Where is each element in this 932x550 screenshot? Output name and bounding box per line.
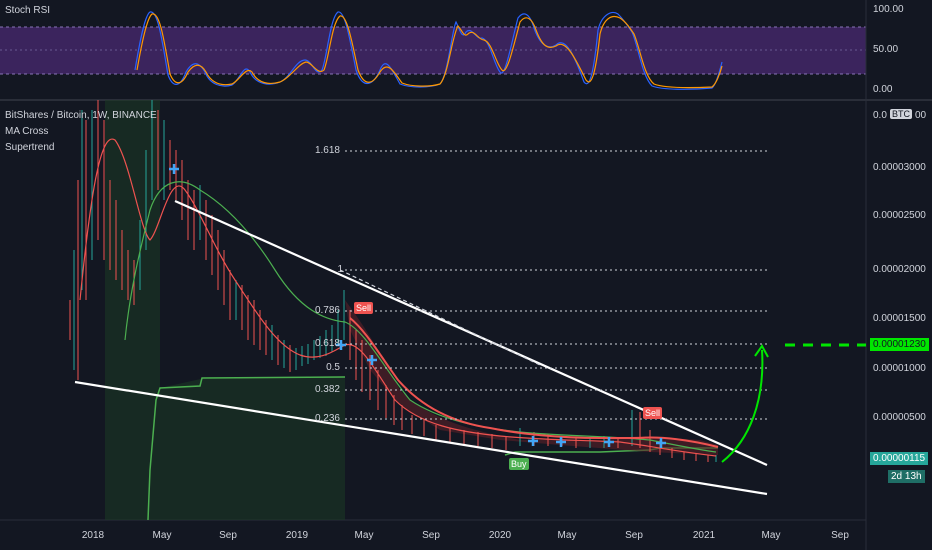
time-label-sep-2018: Sep	[219, 530, 237, 541]
price-axis-top-right: 00	[915, 110, 927, 121]
time-label-sep-2020: Sep	[625, 530, 643, 541]
fib-label-1618: 1.618	[314, 145, 340, 156]
ma-fast-line	[79, 138, 717, 457]
price-label-25: 0.00002500	[873, 210, 926, 221]
price-label-15: 0.00001500	[873, 313, 926, 324]
fib-label-0236: 0.236	[314, 413, 340, 424]
wedge-upper-trendline[interactable]	[174, 199, 768, 467]
projection-arrow	[721, 349, 764, 463]
bar-countdown: 2d 13h	[888, 470, 925, 483]
time-label-may-2020: May	[557, 530, 577, 541]
time-label-may-2019: May	[354, 530, 374, 541]
price-label-10: 0.00001000	[873, 363, 926, 374]
fib-label-1: 1	[337, 264, 343, 275]
time-label-2020: 2020	[488, 530, 512, 541]
fib-label-05: 0.5	[326, 362, 340, 373]
price-label-05: 0.00000500	[873, 412, 926, 423]
supertrend-line-upper	[147, 376, 346, 521]
supertrend-red-area	[345, 300, 718, 455]
fib-trend-line	[339, 269, 541, 366]
indicator-ma-cross[interactable]: MA Cross	[5, 126, 49, 137]
arrow-head-icon	[754, 344, 769, 358]
price-label-30: 0.00003000	[873, 162, 926, 173]
sell-signal-2: Sell	[643, 407, 663, 419]
time-label-sep-2019: Sep	[422, 530, 440, 541]
fib-label-0786: 0.786	[314, 305, 340, 316]
fib-levels[interactable]	[345, 150, 767, 420]
price-axis-top: 0.0	[873, 110, 887, 121]
supertrend-red-line	[349, 317, 719, 448]
time-label-2018: 2018	[81, 530, 105, 541]
buy-signal: Buy	[509, 458, 529, 470]
rsi-d-line	[136, 13, 723, 89]
time-label-may-2021: May	[761, 530, 781, 541]
currency-badge[interactable]: BTC	[890, 109, 912, 119]
current-price-badge: 0.00000115	[870, 452, 929, 465]
symbol-title[interactable]: BitShares / Bitcoin, 1W, BINANCE	[5, 110, 157, 121]
sell-signal-1: Sell	[354, 302, 374, 314]
supertrend-area	[105, 100, 345, 520]
fib-label-0382: 0.382	[314, 384, 340, 395]
time-label-may-2018: May	[152, 530, 172, 541]
ma-cross-markers	[169, 164, 666, 448]
rsi-axis-0: 0.00	[873, 84, 893, 95]
price-label-20: 0.00002000	[873, 264, 926, 275]
rsi-axis-50: 50.00	[873, 44, 899, 55]
time-label-sep-2021: Sep	[831, 530, 849, 541]
rsi-title: Stoch RSI	[5, 5, 51, 16]
fib-label-0618: 0.618	[314, 338, 340, 349]
indicator-supertrend[interactable]: Supertrend	[5, 142, 55, 153]
time-label-2021: 2021	[692, 530, 716, 541]
rsi-axis-100: 100.00	[873, 4, 904, 15]
wedge-lower-trendline[interactable]	[74, 380, 768, 496]
ma-slow-line	[124, 181, 717, 453]
target-price-badge: 0.00001230	[870, 338, 929, 351]
time-label-2019: 2019	[285, 530, 309, 541]
